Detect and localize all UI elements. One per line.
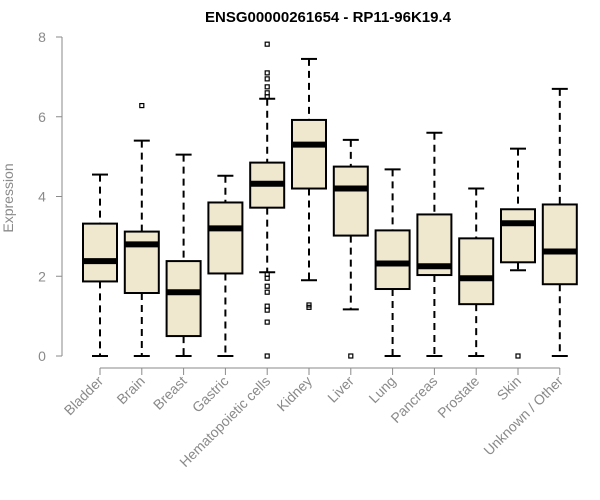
x-tick-label: Unknown / Other xyxy=(480,373,566,459)
iqr-box xyxy=(541,203,578,286)
box-bladder xyxy=(82,173,118,357)
y-tick-label: 6 xyxy=(38,109,46,125)
box-brain xyxy=(123,102,160,357)
box-prostate xyxy=(458,187,495,357)
outlier-point xyxy=(264,70,270,76)
box-breast xyxy=(165,153,202,357)
iqr-box xyxy=(332,165,369,237)
iqr-box xyxy=(291,118,327,190)
box-liver xyxy=(332,138,369,359)
iqr-box xyxy=(458,237,495,306)
box-pancreas xyxy=(416,131,453,357)
iqr-box xyxy=(82,222,118,283)
iqr-box xyxy=(123,230,160,294)
x-tick-label: Bladder xyxy=(61,373,107,419)
box-lung xyxy=(374,168,411,357)
x-tick-label: Prostate xyxy=(434,373,482,421)
box-gastric xyxy=(207,174,244,357)
iqr-box xyxy=(500,208,536,264)
x-tick-label: Brain xyxy=(113,373,147,407)
y-tick-label: 8 xyxy=(38,29,46,45)
outlier-point xyxy=(139,102,145,109)
box-hematopoietic-cells xyxy=(249,41,286,359)
box-unknown-other xyxy=(541,87,578,357)
x-tick-label: Lung xyxy=(365,373,398,406)
outlier-point xyxy=(306,304,312,310)
y-axis: 0 2 4 6 8 xyxy=(38,29,63,364)
boxes-group xyxy=(82,41,578,359)
outlier-point xyxy=(264,307,270,313)
outlier-point xyxy=(264,76,270,82)
y-tick-label: 2 xyxy=(38,268,46,284)
x-tick-label: Liver xyxy=(324,373,357,406)
outlier-point xyxy=(264,84,270,90)
outlier-point xyxy=(264,94,270,100)
y-tick-label: 4 xyxy=(38,189,46,205)
outlier-point xyxy=(264,41,270,47)
outlier-point xyxy=(264,289,270,295)
outlier-point xyxy=(264,353,270,359)
outlier-point xyxy=(348,353,354,359)
box-skin xyxy=(500,147,536,359)
outlier-point xyxy=(264,319,270,325)
x-tick-label: Kidney xyxy=(274,373,316,415)
iqr-box xyxy=(374,229,411,291)
outlier-point xyxy=(264,275,270,281)
y-axis-label: Expression xyxy=(0,163,16,232)
x-tick-label: Skin xyxy=(494,373,525,404)
outlier-point xyxy=(515,353,521,359)
y-tick-label: 0 xyxy=(38,348,46,364)
outlier-point xyxy=(264,283,270,289)
box-kidney xyxy=(291,57,327,310)
x-tick-label: Breast xyxy=(150,373,190,413)
iqr-box xyxy=(207,201,244,275)
chart-title: ENSG00000261654 - RP11-96K19.4 xyxy=(205,9,452,26)
iqr-box xyxy=(165,260,202,338)
